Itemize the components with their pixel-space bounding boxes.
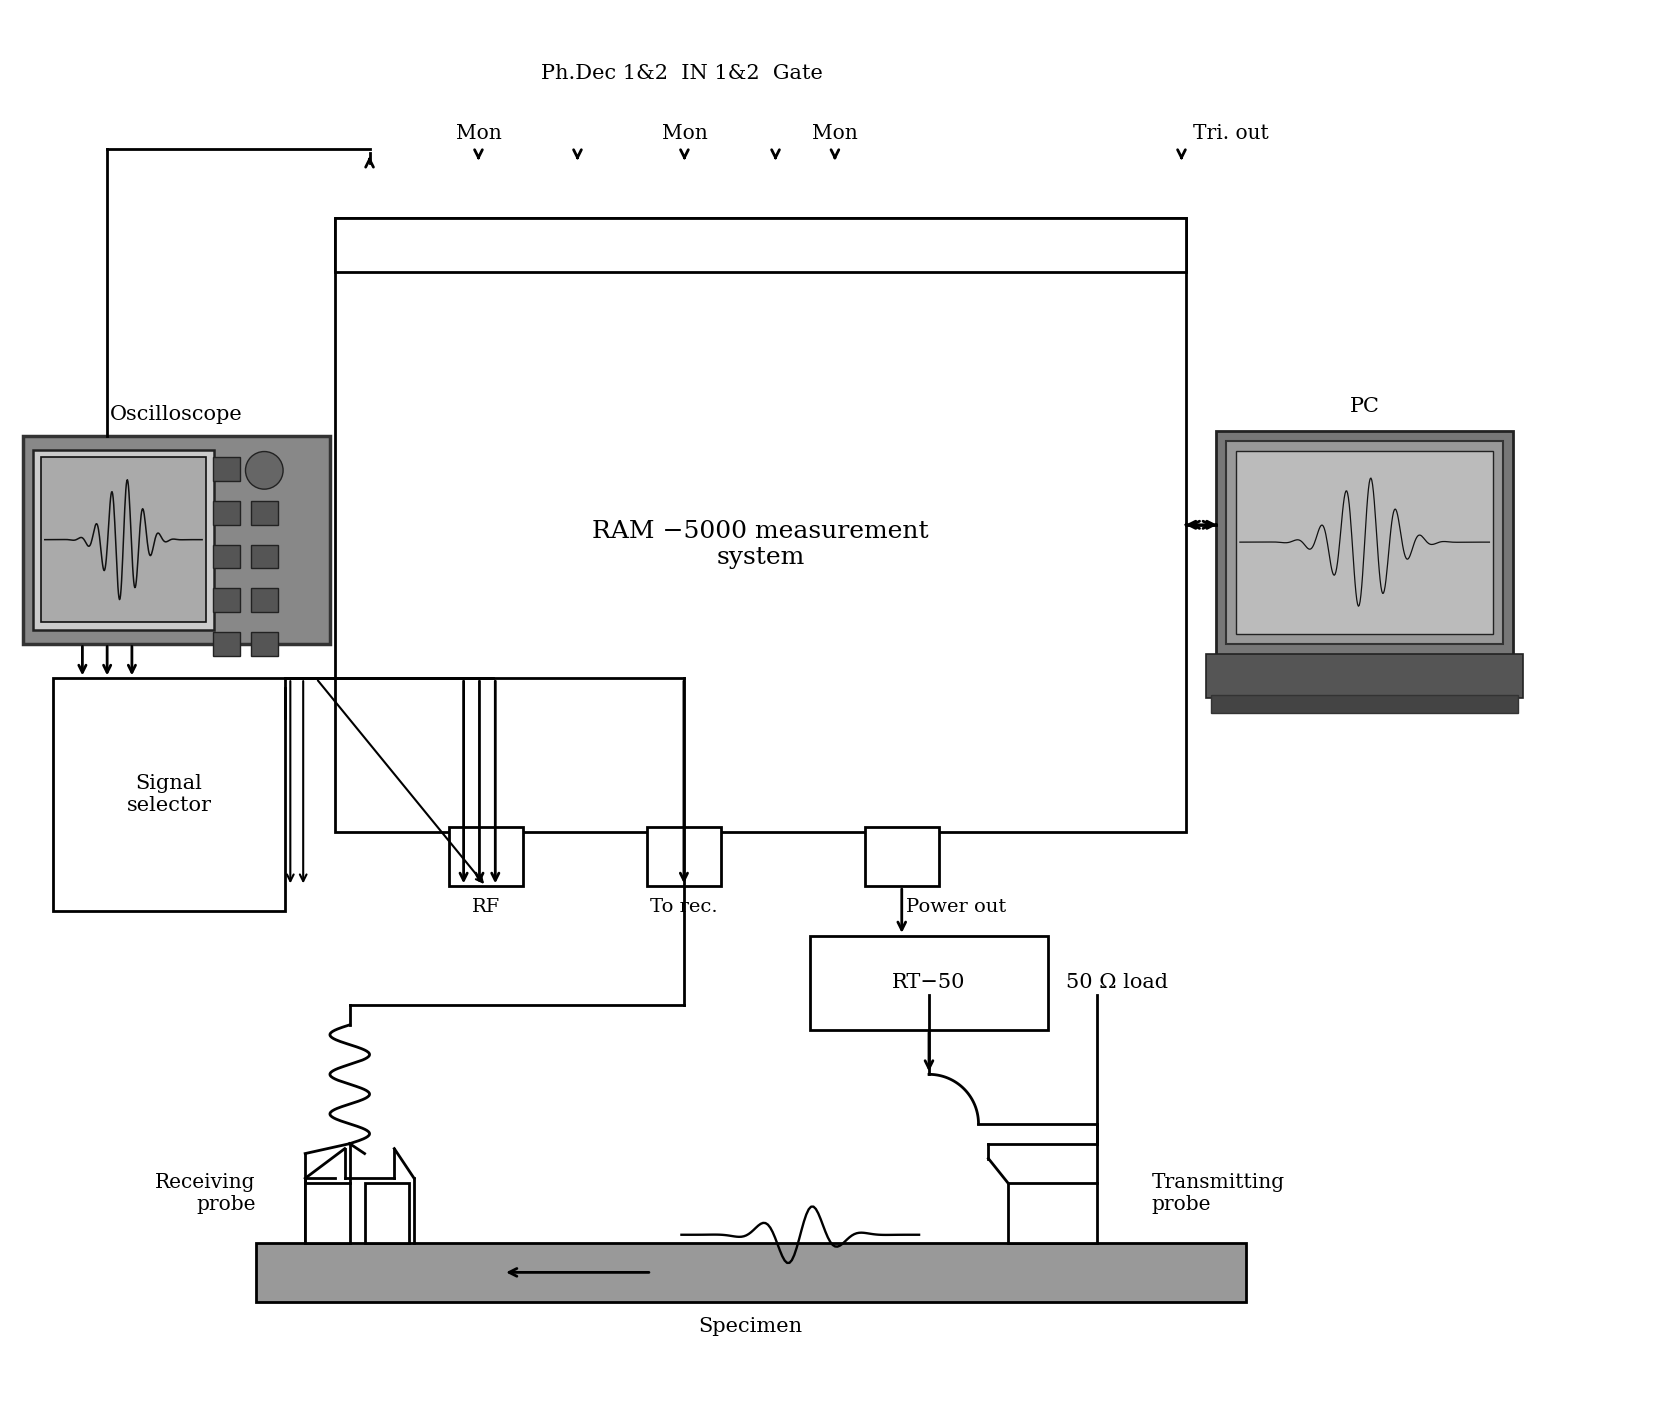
Circle shape xyxy=(245,452,283,489)
Bar xyxy=(1211,695,1518,714)
Bar xyxy=(251,544,278,568)
Text: Transmitting
probe: Transmitting probe xyxy=(1151,1173,1285,1214)
Text: Receiving
probe: Receiving probe xyxy=(155,1173,256,1214)
Text: To rec.: To rec. xyxy=(650,899,718,916)
Text: Ph.Dec 1&2  IN 1&2  Gate: Ph.Dec 1&2 IN 1&2 Gate xyxy=(541,65,822,83)
Bar xyxy=(1216,431,1513,658)
Bar xyxy=(256,1242,1245,1303)
Bar xyxy=(865,827,939,886)
Bar xyxy=(213,458,240,482)
Bar xyxy=(251,632,278,656)
Text: Signal
selector: Signal selector xyxy=(127,774,212,815)
Bar xyxy=(41,458,207,622)
Bar xyxy=(1236,451,1494,633)
Bar xyxy=(334,218,1186,273)
Bar xyxy=(364,1183,409,1242)
Bar xyxy=(810,935,1047,1030)
Bar xyxy=(33,449,213,630)
Bar xyxy=(251,502,278,524)
Bar xyxy=(53,678,286,911)
Bar xyxy=(23,435,329,644)
Bar xyxy=(213,502,240,524)
Bar xyxy=(647,827,721,886)
Text: RAM −5000 measurement
system: RAM −5000 measurement system xyxy=(592,520,930,569)
Text: Oscilloscope: Oscilloscope xyxy=(111,404,243,424)
Text: Mon: Mon xyxy=(812,124,858,143)
Text: Mon: Mon xyxy=(455,124,501,143)
Bar xyxy=(213,544,240,568)
Bar xyxy=(1206,654,1523,698)
Bar xyxy=(306,1183,349,1242)
Bar xyxy=(1226,441,1503,644)
Text: 50 Ω load: 50 Ω load xyxy=(1065,974,1168,992)
Text: PC: PC xyxy=(1350,397,1379,415)
Bar xyxy=(251,588,278,612)
Bar xyxy=(448,827,523,886)
Bar xyxy=(1009,1183,1097,1242)
Text: Specimen: Specimen xyxy=(698,1317,802,1335)
Bar xyxy=(213,632,240,656)
Text: RF: RF xyxy=(471,899,500,916)
Bar xyxy=(213,588,240,612)
Text: Tri. out: Tri. out xyxy=(1194,124,1269,143)
Text: Power out: Power out xyxy=(906,899,1006,916)
Text: Mon: Mon xyxy=(662,124,708,143)
Bar xyxy=(334,218,1186,832)
Text: RT−50: RT−50 xyxy=(892,974,966,992)
